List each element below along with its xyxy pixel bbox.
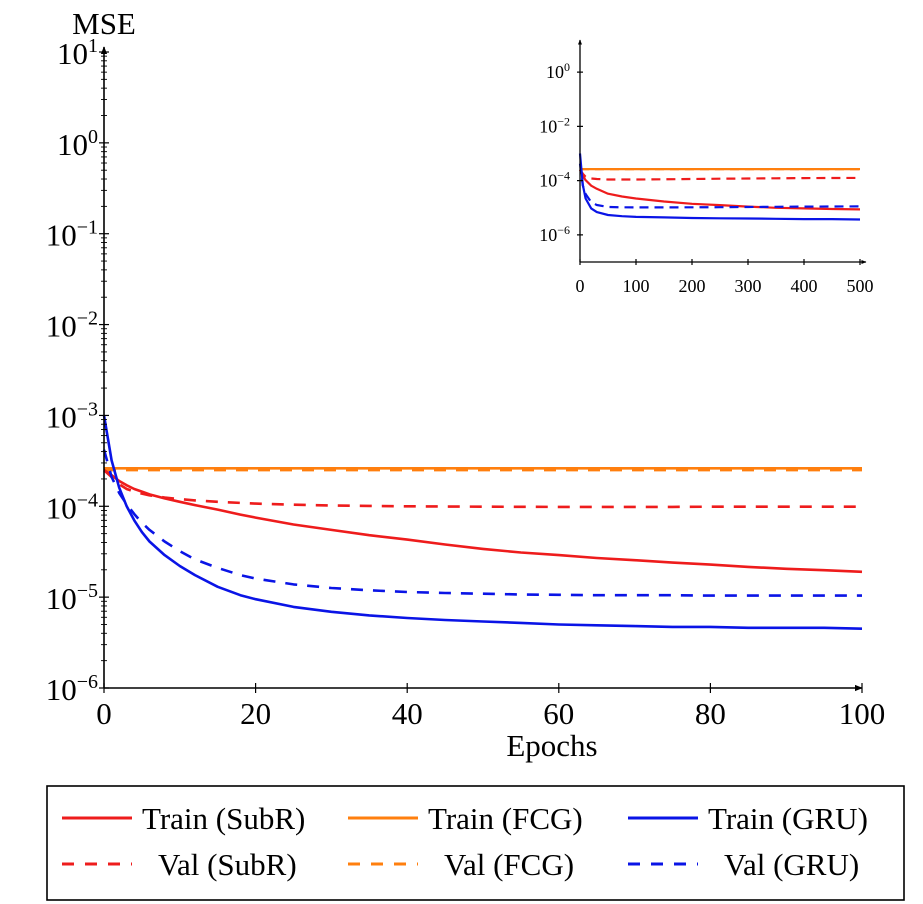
tick-exponent: −5 — [77, 580, 98, 602]
y-tick-label: 10−4 — [46, 489, 98, 525]
legend-label: Val (FCG) — [444, 847, 574, 882]
tick-exponent: −3 — [77, 398, 98, 420]
inset-series-line-val-subr — [579, 169, 861, 181]
tick-exponent: −2 — [77, 308, 98, 330]
series-line-train-gru — [102, 415, 863, 630]
y-tick-label: 10−3 — [46, 398, 98, 434]
y-tick-label: 101 — [57, 35, 98, 71]
inset-y-tick-label: 10−4 — [539, 169, 570, 191]
tick-base: 10 — [546, 62, 564, 82]
inset-series-group — [578, 153, 861, 221]
series-line-train-subr — [103, 469, 863, 574]
tick-exponent: −6 — [77, 671, 98, 693]
legend-box — [46, 785, 905, 901]
x-tick-label: 80 — [695, 696, 726, 731]
inset-x-tick-label: 200 — [679, 276, 706, 296]
x-axis-label: Epochs — [506, 728, 597, 763]
tick-exponent: −4 — [77, 489, 98, 511]
tick-base: 10 — [46, 490, 77, 525]
tick-base: 10 — [539, 116, 557, 136]
legend-label: Train (FCG) — [428, 801, 583, 836]
tick-base: 10 — [46, 581, 77, 616]
tick-base: 10 — [539, 171, 557, 191]
tick-base: 10 — [46, 309, 77, 344]
legend-label: Train (GRU) — [708, 801, 868, 836]
inset-series-line-train-gru — [578, 153, 861, 221]
tick-base: 10 — [57, 127, 88, 162]
tick-base: 10 — [46, 218, 77, 253]
y-axis-label: MSE — [72, 6, 136, 41]
y-tick-label: 10−6 — [46, 671, 98, 707]
main-plot-area: 0 20 40 60 80 10010−610−510−410−310−210−11001… — [46, 6, 886, 763]
legend-label: Train (SubR) — [142, 801, 305, 836]
inset-x-tick-label: 100 — [623, 276, 650, 296]
tick-exponent: 0 — [88, 126, 98, 148]
tick-base: 10 — [46, 399, 77, 434]
tick-base: 10 — [57, 36, 88, 71]
y-tick-label: 10−2 — [46, 308, 98, 344]
x-tick-label: 40 — [392, 696, 423, 731]
y-tick-label: 100 — [57, 126, 98, 162]
tick-base: 10 — [46, 672, 77, 707]
inset-series-line-train-subr — [579, 169, 861, 211]
inset-x-tick-label: 300 — [735, 276, 762, 296]
tick-exponent: −1 — [77, 217, 98, 239]
tick-exponent: −4 — [557, 169, 570, 183]
inset-y-tick-label: 10−6 — [539, 223, 570, 245]
y-tick-label: 10−1 — [46, 217, 98, 253]
x-tick-label: 60 — [543, 696, 574, 731]
main-series-group — [102, 415, 863, 630]
legend: Train (SubR) Train (FCG) Train (GRU) Val (S… — [46, 785, 905, 901]
main-tick-group: 0 20 40 60 80 10010−610−510−410−310−210−11001… — [46, 35, 886, 731]
tick-exponent: 0 — [564, 60, 570, 74]
series-line-val-subr — [103, 469, 862, 509]
tick-exponent: −6 — [557, 223, 570, 237]
x-tick-label: 0 — [96, 696, 112, 731]
x-tick-label: 100 — [839, 696, 886, 731]
series-line-val-gru — [102, 449, 862, 597]
x-tick-label: 20 — [240, 696, 271, 731]
inset-y-tick-label: 100 — [546, 60, 570, 82]
inset-y-tick-label: 10−2 — [539, 114, 570, 136]
tick-base: 10 — [539, 225, 557, 245]
tick-exponent: 1 — [88, 35, 98, 57]
inset-series-line-val-gru — [578, 163, 861, 209]
inset-x-tick-label: 0 — [576, 276, 585, 296]
y-tick-label: 10−5 — [46, 580, 98, 616]
inset-x-tick-label: 400 — [791, 276, 818, 296]
legend-label: Val (GRU) — [724, 847, 859, 882]
inset-x-tick-label: 500 — [847, 276, 874, 296]
tick-exponent: −2 — [557, 114, 570, 128]
legend-label: Val (SubR) — [158, 847, 297, 882]
